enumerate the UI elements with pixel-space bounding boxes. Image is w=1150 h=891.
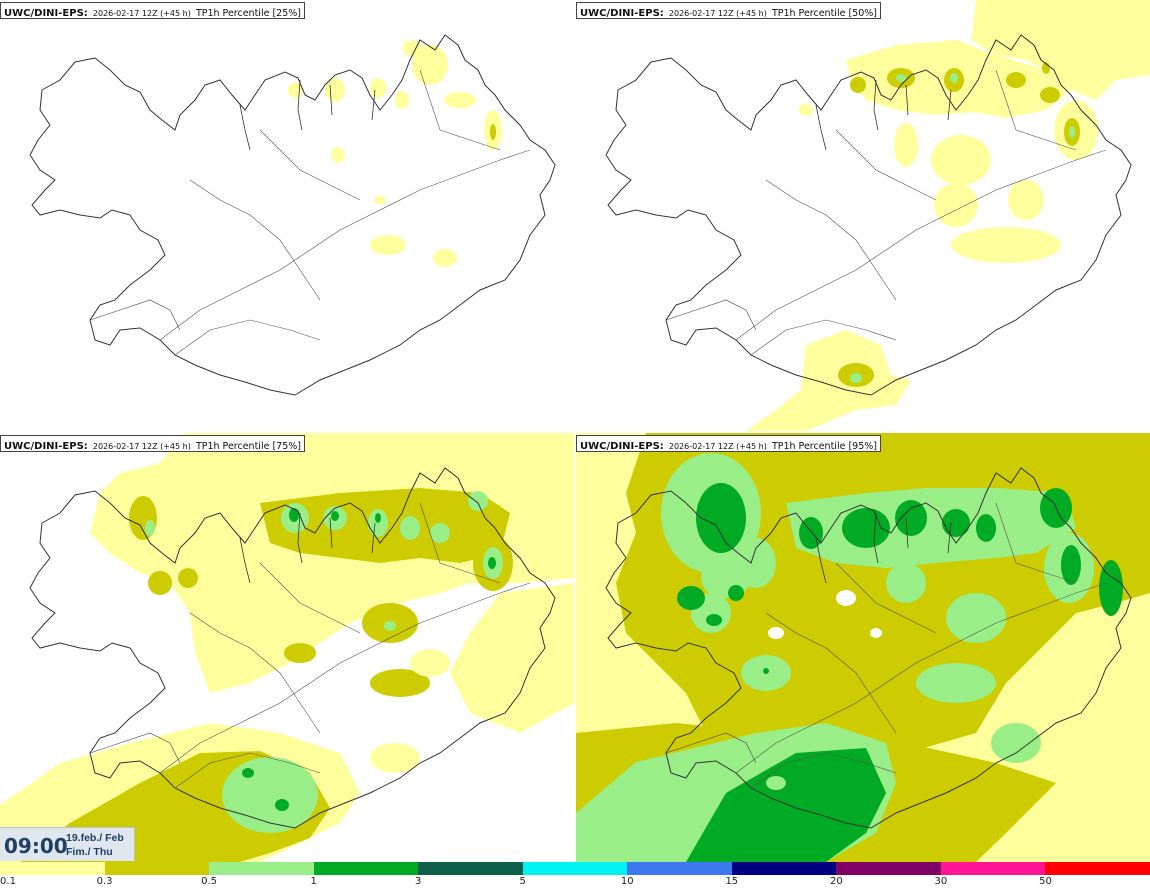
title-source: UWC/DINI-EPS xyxy=(580,441,660,452)
title-param: TP1h Percentile [75%] xyxy=(195,441,301,452)
precip-map-p50 xyxy=(605,0,1150,431)
legend-swatch xyxy=(627,862,732,875)
precip-field xyxy=(0,433,574,862)
title-run: 2026-02-17 12Z (+45 h) xyxy=(92,442,191,451)
title-source: UWC/DINI-EPS xyxy=(4,8,84,19)
legend-swatch xyxy=(522,862,628,875)
valid-time-box: 09:00 19.feb./ Feb Fim./ Thu xyxy=(0,827,135,861)
legend-label: 20 xyxy=(829,876,843,887)
legend-label: 0.1 xyxy=(0,876,16,887)
title-param: TP1h Percentile [50%] xyxy=(771,8,877,19)
legend-label: 10 xyxy=(620,876,634,887)
precip-field xyxy=(288,40,502,267)
legend-label: 0.5 xyxy=(201,876,218,887)
legend-label: 5 xyxy=(519,876,526,887)
map-panel-p95: UWC/DINI-EPS: 2026-02-17 12Z (+45 h) TP1… xyxy=(576,433,1150,864)
panel-title: UWC/DINI-EPS: 2026-02-17 12Z (+45 h) TP1… xyxy=(0,435,305,452)
valid-date: 19.feb./ Feb xyxy=(66,832,124,844)
precip-field xyxy=(576,433,1150,862)
precip-legend-labels: 0.1 0.3 0.5 1 3 5 10 15 20 30 50 xyxy=(0,876,1150,891)
legend-swatch xyxy=(313,862,419,875)
panel-title: UWC/DINI-EPS: 2026-02-17 12Z (+45 h) TP1… xyxy=(576,435,881,452)
title-source: UWC/DINI-EPS xyxy=(4,441,84,452)
map-panel-p50: UWC/DINI-EPS: 2026-02-17 12Z (+45 h) TP1… xyxy=(576,0,1150,431)
legend-swatch xyxy=(209,862,314,875)
title-run: 2026-02-17 12Z (+45 h) xyxy=(668,442,767,451)
legend-label: 15 xyxy=(725,876,739,887)
valid-day: Fim./ Thu xyxy=(66,846,113,858)
legend-swatch xyxy=(1045,862,1150,875)
legend-swatch xyxy=(731,862,837,875)
panel-title: UWC/DINI-EPS: 2026-02-17 12Z (+45 h) TP1… xyxy=(0,2,305,19)
legend-label: 3 xyxy=(414,876,422,887)
legend-label: 1 xyxy=(310,876,317,887)
title-run: 2026-02-17 12Z (+45 h) xyxy=(668,9,767,18)
legend-label: 0.3 xyxy=(96,876,113,887)
precip-map-p75 xyxy=(0,433,574,862)
precip-field xyxy=(746,0,1150,431)
panel-divider-horizontal xyxy=(0,431,1150,433)
map-panel-p75: UWC/DINI-EPS: 2026-02-17 12Z (+45 h) TP1… xyxy=(0,433,574,864)
title-param: TP1h Percentile [25%] xyxy=(195,8,301,19)
precip-map-p25 xyxy=(29,34,556,396)
legend-swatch xyxy=(940,862,1046,875)
title-run: 2026-02-17 12Z (+45 h) xyxy=(92,9,191,18)
map-panel-p25: UWC/DINI-EPS: 2026-02-17 12Z (+45 h) TP1… xyxy=(0,0,574,431)
legend-swatch xyxy=(836,862,941,875)
legend-label: 50 xyxy=(1039,876,1052,887)
title-param: TP1h Percentile [95%] xyxy=(771,441,877,452)
legend-swatch xyxy=(418,862,523,875)
title-source: UWC/DINI-EPS xyxy=(580,8,660,19)
legend-swatch xyxy=(0,862,105,875)
legend-label: 30 xyxy=(934,876,948,887)
valid-time: 09:00 xyxy=(4,834,68,858)
precip-legend-bar xyxy=(0,862,1150,875)
precip-map-p95 xyxy=(576,433,1150,862)
legend-swatch xyxy=(104,862,210,875)
panel-title: UWC/DINI-EPS: 2026-02-17 12Z (+45 h) TP1… xyxy=(576,2,881,19)
